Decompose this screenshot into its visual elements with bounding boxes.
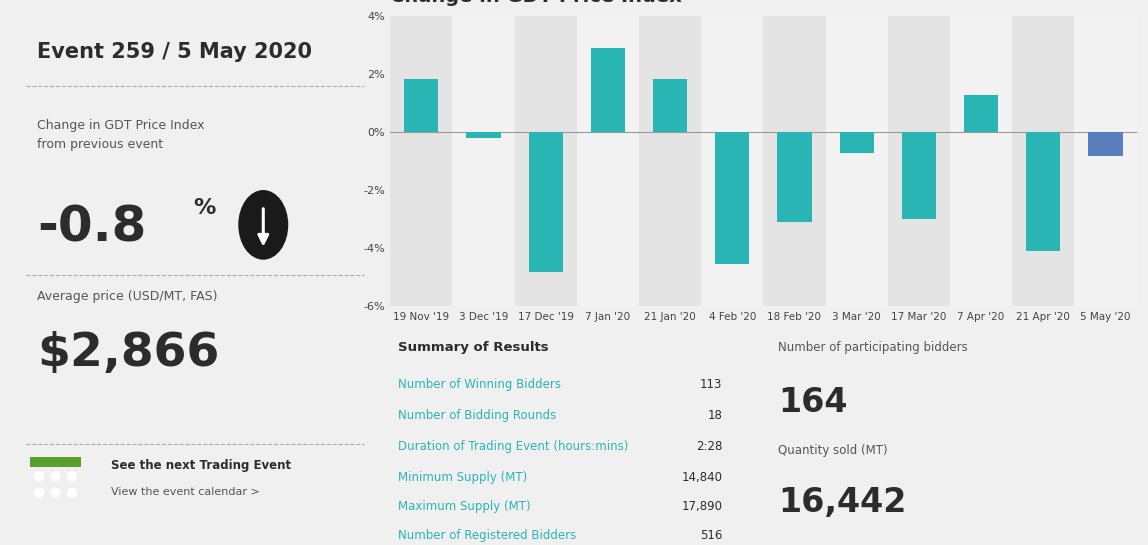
Text: Minimum Supply (MT): Minimum Supply (MT) [397, 471, 527, 483]
Text: Number of Registered Bidders: Number of Registered Bidders [397, 529, 576, 542]
Text: View the event calendar >: View the event calendar > [110, 487, 259, 496]
Text: 2:28: 2:28 [696, 440, 722, 453]
Bar [452, 16, 514, 306]
Bar [404, 78, 439, 132]
Text: Number of Winning Bidders: Number of Winning Bidders [397, 378, 560, 391]
Text: Number of Bidding Rounds: Number of Bidding Rounds [397, 409, 556, 422]
Bar [839, 132, 874, 153]
Text: Average price (USD/MT, FAS): Average price (USD/MT, FAS) [37, 290, 218, 304]
Bar [591, 49, 625, 132]
Bar [949, 16, 1013, 306]
Bar [715, 132, 750, 264]
Bar [777, 132, 812, 222]
Text: Maximum Supply (MT): Maximum Supply (MT) [397, 500, 530, 513]
Bar [466, 132, 501, 138]
Text: 113: 113 [700, 378, 722, 391]
Text: Event 259 / 5 May 2020: Event 259 / 5 May 2020 [37, 42, 312, 62]
Bar [1013, 16, 1075, 306]
Bar [639, 16, 701, 306]
Text: Quantity sold (MT): Quantity sold (MT) [778, 444, 887, 457]
Bar [701, 16, 763, 306]
Text: %: % [193, 198, 216, 218]
Bar [887, 16, 949, 306]
Text: 16,442: 16,442 [778, 486, 907, 519]
Bar [528, 132, 563, 271]
Text: Change in GDT Price Index: Change in GDT Price Index [390, 0, 682, 7]
Text: 18: 18 [707, 409, 722, 422]
Text: 14,840: 14,840 [681, 471, 722, 483]
Bar [514, 16, 576, 306]
Bar [653, 78, 688, 132]
Bar [1088, 132, 1123, 155]
Text: $2,866: $2,866 [37, 331, 219, 377]
Circle shape [239, 190, 288, 259]
Bar [901, 132, 936, 219]
Bar [825, 16, 887, 306]
Text: 516: 516 [700, 529, 722, 542]
Text: 17,890: 17,890 [681, 500, 722, 513]
Bar [964, 95, 998, 132]
Text: -0.8: -0.8 [37, 203, 147, 251]
Bar [1075, 16, 1137, 306]
Text: Summary of Results: Summary of Results [397, 341, 549, 354]
Bar [576, 16, 639, 306]
Text: 164: 164 [778, 386, 847, 419]
Bar [763, 16, 825, 306]
Text: See the next Trading Event: See the next Trading Event [110, 459, 290, 473]
Bar [390, 16, 452, 306]
Text: Number of participating bidders: Number of participating bidders [778, 341, 968, 354]
Text: Duration of Trading Event (hours:mins): Duration of Trading Event (hours:mins) [397, 440, 628, 453]
Bar [1026, 132, 1061, 251]
Text: Change in GDT Price Index
from previous event: Change in GDT Price Index from previous … [37, 119, 204, 151]
